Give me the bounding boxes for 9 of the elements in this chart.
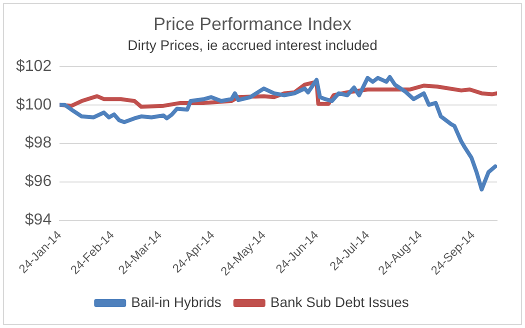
y-tick-label: $96 [24, 173, 52, 190]
chart-title: Price Performance Index [153, 14, 352, 34]
y-tick-label: $100 [16, 96, 52, 114]
legend-label: Bank Sub Debt Issues [270, 294, 409, 310]
legend-label: Bail-in Hybrids [131, 294, 222, 310]
y-tick-label: $98 [24, 134, 52, 152]
chart-subtitle: Dirty Prices, ie accrued interest included [128, 36, 378, 53]
y-tick-label: $94 [24, 212, 52, 229]
y-tick-label: $102 [16, 58, 52, 75]
